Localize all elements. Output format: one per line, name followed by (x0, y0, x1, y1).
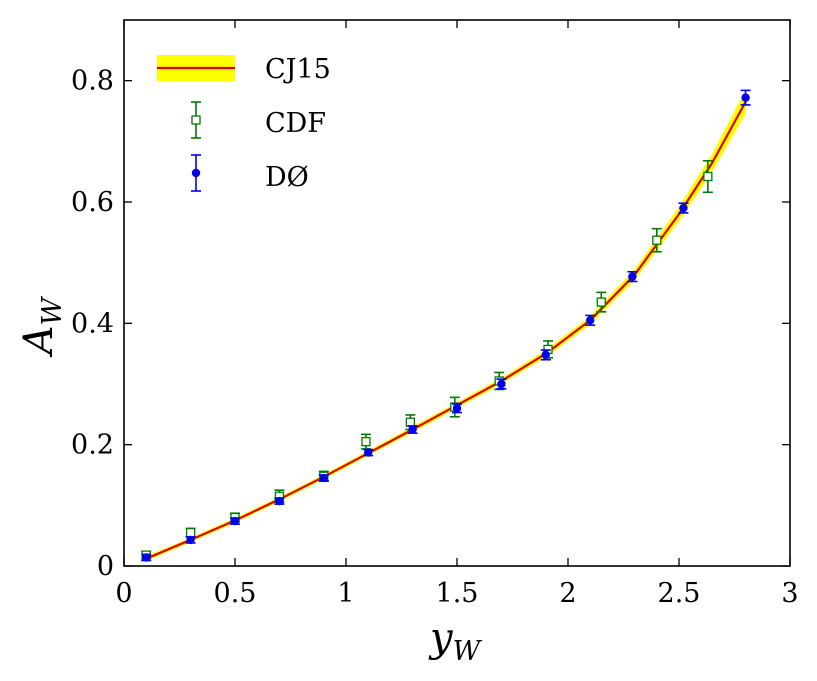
d0-point (230, 516, 240, 526)
x-tick-label: 3 (781, 578, 798, 609)
x-axis-title: yW (428, 615, 483, 667)
d0-point (363, 448, 374, 457)
y-tick-label: 0.4 (71, 308, 114, 339)
plot-background (124, 20, 790, 566)
d0-marker (741, 93, 750, 102)
cdf-marker (596, 297, 606, 307)
legend: CJ15 CDF DØ (157, 54, 331, 193)
x-tick-label: 2 (559, 578, 576, 609)
d0-point (585, 314, 596, 326)
cdf-point (185, 527, 196, 538)
y-tick-label: 0.8 (71, 66, 114, 97)
d0-point (627, 270, 638, 283)
d0-point (407, 425, 418, 434)
legend-label-cdf: CDF (265, 108, 326, 139)
d0-points-layer (141, 89, 751, 562)
cdf-marker (652, 235, 662, 245)
d0-marker (364, 448, 373, 457)
d0-marker (186, 535, 195, 545)
d0-point (185, 535, 196, 545)
d0-marker (452, 404, 462, 413)
x-tick-label: 1 (337, 578, 354, 609)
x-tick-labels: 0 0.5 1 1.5 2 2.5 3 (115, 578, 798, 609)
d0-point (740, 89, 751, 106)
d0-marker (679, 203, 688, 213)
cdf-point (702, 159, 713, 194)
y-tick-label: 0 (97, 551, 114, 582)
x-tick-label: 0 (115, 578, 132, 609)
x-axis-title-main: y (428, 615, 454, 661)
x-tick-label: 1.5 (436, 578, 479, 609)
cdf-point (596, 291, 607, 313)
d0-marker (497, 379, 506, 389)
d0-marker (541, 350, 550, 360)
legend-label-d0: DØ (265, 162, 309, 193)
d0-marker (586, 316, 595, 325)
d0-marker (142, 553, 151, 562)
d0-point (274, 496, 285, 506)
cdf-marker (185, 527, 196, 538)
legend-cdf-marker (191, 115, 201, 125)
x-axis-title-sub: W (453, 636, 483, 667)
cdf-point (651, 227, 662, 253)
y-tick-label: 0.6 (71, 187, 114, 218)
x-tick-label: 2.5 (658, 578, 701, 609)
plot-frame (123, 19, 791, 567)
legend-d0-marker (191, 168, 201, 178)
d0-marker (230, 516, 240, 526)
d0-marker (408, 425, 417, 434)
d0-marker (275, 496, 284, 506)
legend-item-cdf: CDF (191, 101, 326, 139)
d0-point (141, 553, 152, 562)
y-tick-label: 0.2 (71, 430, 114, 461)
d0-point (452, 403, 462, 414)
d0-point (318, 473, 329, 483)
cdf-marker (361, 436, 371, 447)
d0-point (678, 202, 689, 214)
x-tick-label: 0.5 (214, 578, 257, 609)
y-axis-title-main: A (16, 325, 62, 358)
d0-point (496, 378, 507, 390)
d0-marker (628, 272, 637, 281)
y-tick-labels: 0 0.2 0.4 0.6 0.8 (71, 66, 114, 582)
cdf-marker (703, 171, 713, 182)
d0-point (540, 349, 551, 361)
y-axis-title-sub: W (37, 295, 68, 325)
y-axis-title: AW (16, 295, 68, 358)
cdf-marker (405, 417, 416, 427)
legend-item-d0: DØ (191, 154, 309, 193)
d0-marker (319, 473, 328, 483)
legend-item-cj15: CJ15 (157, 54, 331, 85)
legend-label-cj15: CJ15 (265, 54, 331, 85)
